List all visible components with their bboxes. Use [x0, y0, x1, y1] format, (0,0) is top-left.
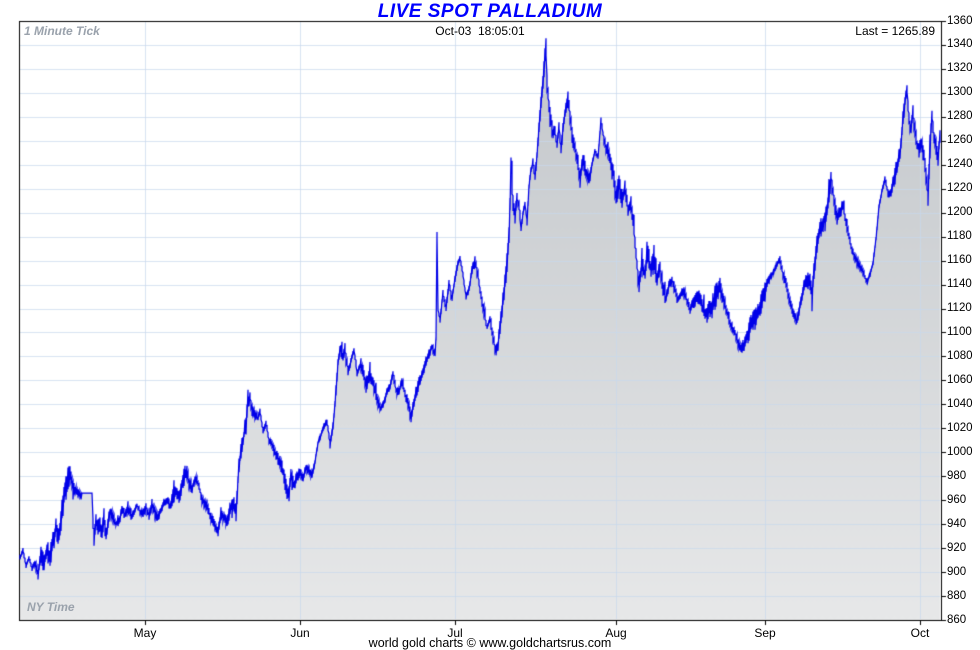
chart-footer-credit: world gold charts © www.goldchartsrus.co… [368, 636, 612, 650]
y-axis-label: 1140 [947, 278, 972, 291]
y-axis-label: 1100 [947, 325, 972, 338]
y-axis-label: 1260 [947, 134, 973, 147]
y-axis-label: 940 [947, 517, 967, 530]
y-axis-label: 1320 [947, 62, 973, 75]
x-axis-label: Jun [290, 626, 310, 640]
y-axis-label: 1240 [947, 158, 973, 171]
y-axis-label: 980 [947, 469, 967, 482]
y-axis-label: 1300 [947, 86, 973, 99]
y-axis-label: 1180 [947, 230, 972, 243]
y-axis-label: 900 [947, 565, 967, 578]
ny-time-label: NY Time [27, 600, 75, 614]
y-axis-label: 1120 [947, 302, 972, 315]
y-axis-label: 920 [947, 541, 967, 554]
y-axis-label: 880 [947, 589, 967, 602]
x-axis-label: Oct [910, 626, 930, 640]
y-axis-label: 1020 [947, 421, 973, 434]
y-axis-label: 1060 [947, 373, 973, 386]
y-axis-label: 1360 [947, 14, 973, 27]
y-axis-label: 1280 [947, 110, 973, 123]
y-axis-label: 860 [947, 613, 967, 626]
y-axis-label: 1200 [947, 206, 973, 219]
y-axis-label: 1040 [947, 397, 973, 410]
tick-interval-label: 1 Minute Tick [24, 24, 100, 38]
x-axis-label: Sep [754, 626, 776, 640]
x-axis-label: May [133, 626, 157, 640]
chart-title: LIVE SPOT PALLADIUM [377, 1, 603, 22]
y-axis-label: 1220 [947, 182, 973, 195]
last-price-label: Last = 1265.89 [855, 24, 935, 38]
y-axis-label: 960 [947, 493, 967, 506]
y-axis-label: 1340 [947, 38, 973, 51]
y-axis-label: 1080 [947, 349, 973, 362]
y-axis-label: 1000 [947, 445, 973, 458]
y-axis-label: 1160 [947, 254, 972, 267]
x-axis-label: Jul [447, 626, 463, 640]
x-axis-label: Aug [605, 626, 627, 640]
chart-datetime: Oct-03 18:05:01 [435, 24, 525, 38]
